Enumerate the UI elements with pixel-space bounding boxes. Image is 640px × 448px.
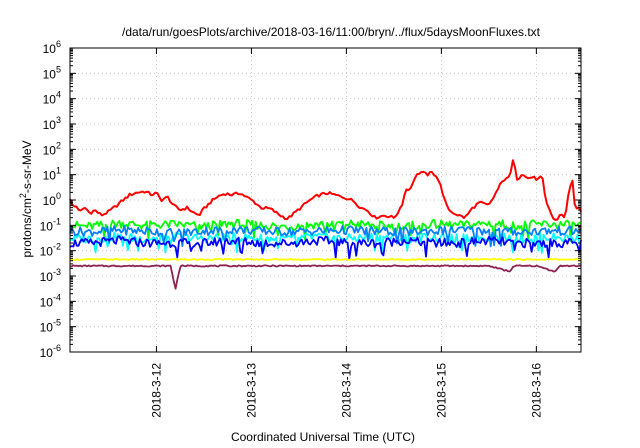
y-tick-label-base: 10 <box>43 67 57 81</box>
x-tick-label: 2018-3-12 <box>149 363 163 418</box>
x-tick-label: 2018-3-14 <box>339 363 353 418</box>
y-tick-label-base: 10 <box>40 295 54 309</box>
y-tick-label: 101 <box>43 166 61 183</box>
y-tick-label-exponent: 6 <box>56 39 61 49</box>
y-tick-label-base: 10 <box>43 118 57 132</box>
y-tick-label-exponent: -4 <box>53 292 61 302</box>
y-tick-label-base: 10 <box>43 42 57 56</box>
y-tick-label: 10-1 <box>40 216 61 233</box>
y-tick-label: 100 <box>43 191 61 208</box>
grid-lines <box>70 48 581 352</box>
y-tick-label: 105 <box>43 64 61 81</box>
x-tick-label: 2018-3-13 <box>244 363 258 418</box>
y-tick-label: 10-3 <box>40 267 61 284</box>
plot-area-frame <box>69 47 582 353</box>
y-tick-label: 10-5 <box>40 318 61 335</box>
chart-title: /data/run/goesPlots/archive/2018-03-16/1… <box>122 25 541 39</box>
y-tick-label-exponent: -6 <box>53 343 61 353</box>
y-tick-label-base: 10 <box>40 245 54 259</box>
y-tick-labels: 10-610-510-410-310-210-11001011021031041… <box>40 39 61 360</box>
y-tick-label-exponent: 0 <box>56 191 61 201</box>
y-tick-label: 10-2 <box>40 242 61 259</box>
y-tick-label-exponent: 3 <box>56 115 61 125</box>
x-axis-label: Coordinated Universal Time (UTC) <box>231 430 415 444</box>
y-axis-label-main: protons/cm <box>20 198 34 257</box>
y-tick-label-base: 10 <box>40 321 54 335</box>
y-axis-label-exponent: 2 <box>18 193 28 198</box>
y-tick-label-exponent: -5 <box>53 318 61 328</box>
y-tick-label-exponent: -2 <box>53 242 61 252</box>
series-line <box>69 225 582 248</box>
y-tick-label-base: 10 <box>43 169 57 183</box>
y-tick-label-exponent: 1 <box>56 166 61 176</box>
y-tick-label-base: 10 <box>43 143 57 157</box>
y-tick-label-exponent: 2 <box>56 140 61 150</box>
y-tick-label-base: 10 <box>43 93 57 107</box>
x-tick-label: 2018-3-15 <box>434 363 448 418</box>
x-tick-label: 2018-3-16 <box>529 363 543 418</box>
series-line <box>69 218 582 242</box>
y-tick-label-exponent: -1 <box>53 216 61 226</box>
y-tick-label-exponent: 4 <box>56 90 61 100</box>
y-axis-label: protons/cm2-s-sr-MeV <box>18 140 34 257</box>
y-tick-label-base: 10 <box>43 194 57 208</box>
y-tick-label: 106 <box>43 39 61 56</box>
y-tick-label-base: 10 <box>40 346 54 360</box>
y-tick-label: 10-4 <box>40 292 61 309</box>
series-layer <box>69 159 582 290</box>
y-tick-label: 104 <box>43 90 61 107</box>
y-tick-label-base: 10 <box>40 270 54 284</box>
y-tick-label-exponent: 5 <box>56 64 61 74</box>
series-line <box>70 264 582 290</box>
y-tick-label: 103 <box>43 115 61 132</box>
series-line <box>69 257 582 261</box>
y-tick-label: 10-6 <box>40 343 61 360</box>
x-tick-labels: 2018-3-12 2018-3-13 2018-3-14 2018-3-15 2018… <box>149 363 543 418</box>
y-tick-label-exponent: -3 <box>53 267 61 277</box>
series-line <box>69 235 582 260</box>
y-tick-label: 102 <box>43 140 61 157</box>
y-axis-label-unit: -s-sr-MeV <box>20 140 34 193</box>
series-line <box>69 159 582 221</box>
y-tick-label-base: 10 <box>40 219 54 233</box>
